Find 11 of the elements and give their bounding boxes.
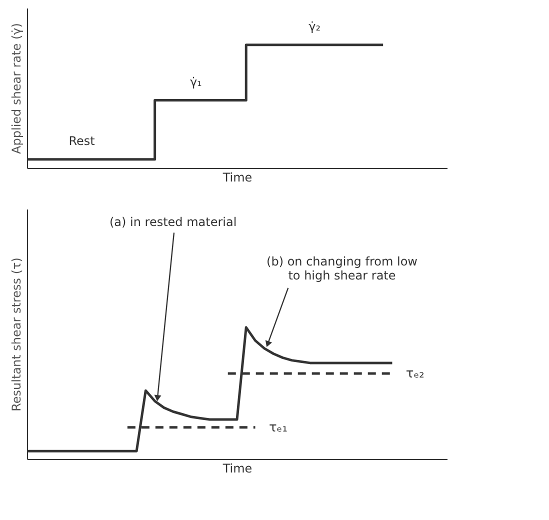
text: γ̇₂ xyxy=(308,19,321,34)
x-axis-title: Time xyxy=(222,170,252,184)
text: (b) on changing from low to high shear rate xyxy=(266,254,418,283)
text: (a) in rested material xyxy=(109,215,237,230)
annotation: γ̇₁ xyxy=(190,74,202,89)
series-label: τₑ₂ xyxy=(406,366,424,382)
series-label: τₑ₁ xyxy=(268,420,288,436)
y-axis-title: Resultant shear stress (τ) xyxy=(10,258,24,412)
y-axis-title: Applied shear rate (γ̇) xyxy=(10,23,24,154)
x-axis-title: Time xyxy=(222,462,252,476)
annotation: Rest xyxy=(68,134,96,148)
